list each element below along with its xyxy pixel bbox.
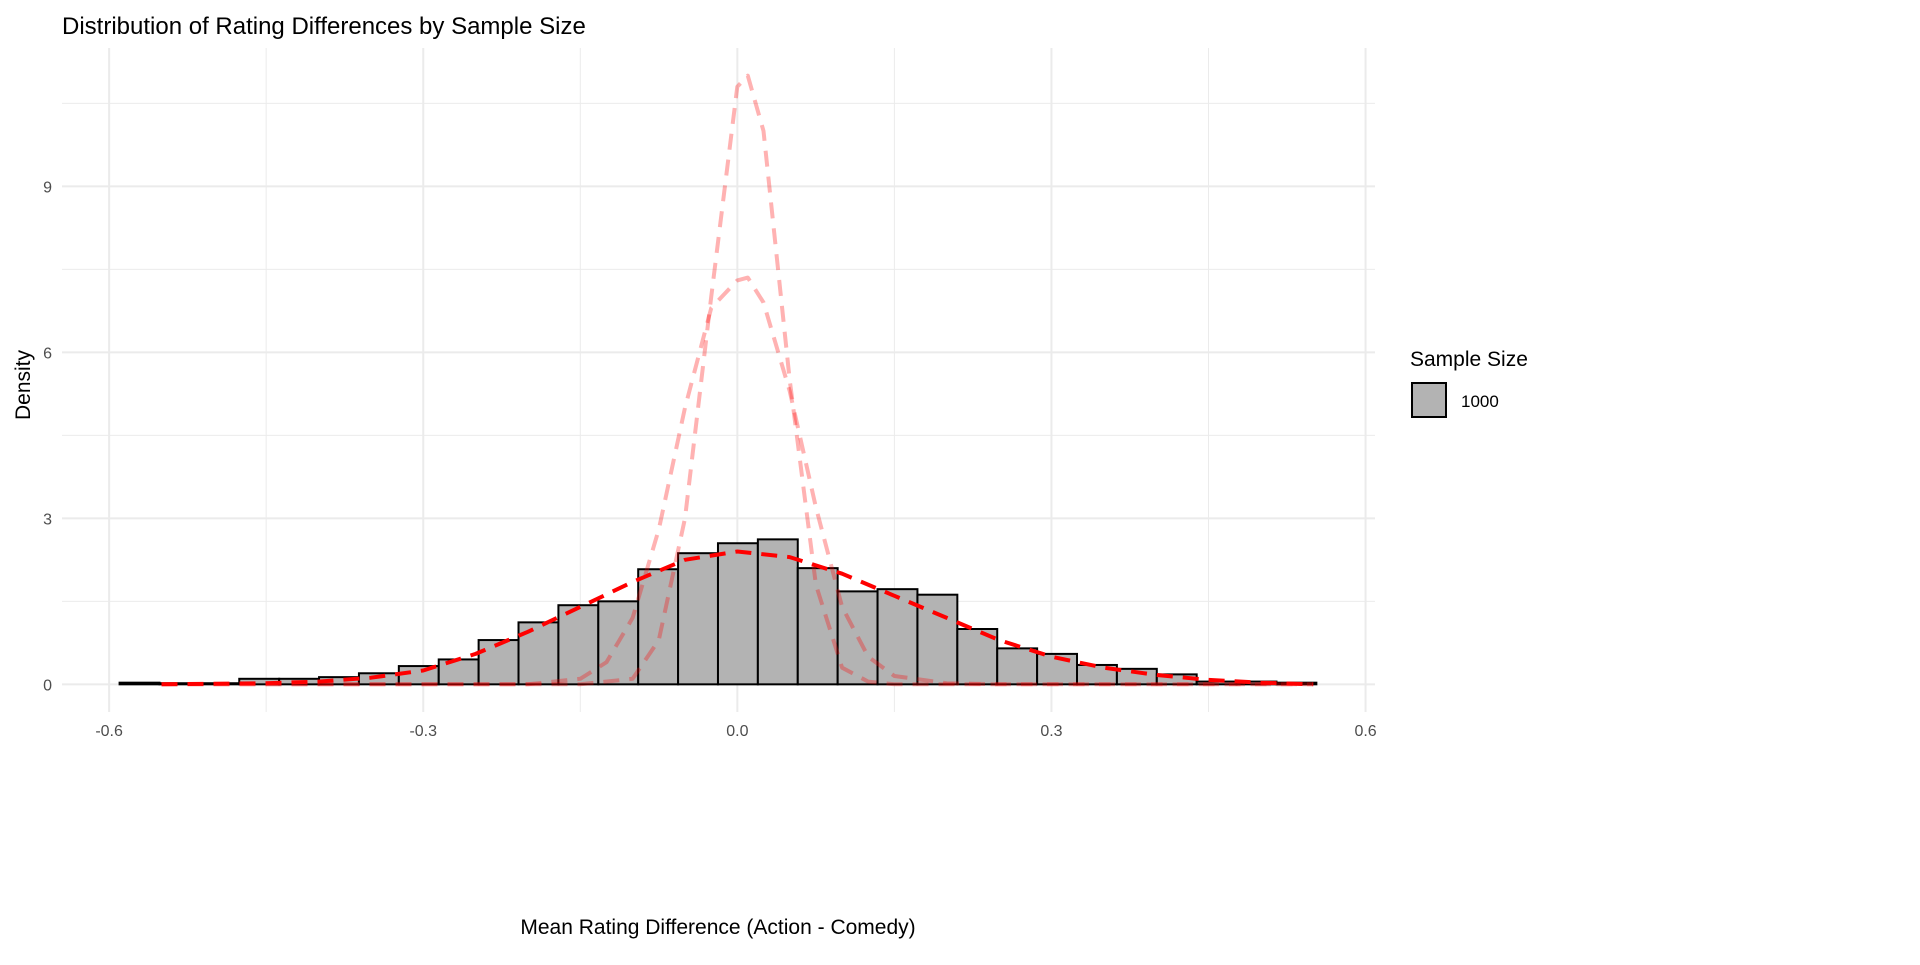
histogram-bar (876, 588, 919, 686)
histogram-bar (796, 567, 839, 686)
histogram-bar (756, 538, 799, 686)
histogram-bar (477, 639, 520, 686)
y-axis-ticks: 0 3 6 9 (43, 179, 52, 694)
histogram-bar (437, 658, 480, 686)
density-curve (161, 275, 1314, 687)
y-tick-label: 0 (43, 677, 52, 694)
histogram-bar (716, 542, 759, 686)
histogram-bar (557, 604, 600, 686)
legend-key (1411, 382, 1447, 418)
density-curves (161, 73, 1314, 687)
legend-title: Sample Size (1410, 348, 1528, 371)
histogram-bars (118, 538, 1318, 686)
histogram-bar (118, 681, 161, 686)
x-tick-label: -0.3 (409, 723, 437, 740)
x-axis-ticks: -0.6 -0.3 0.0 0.3 0.6 (95, 723, 1376, 740)
density-curve (161, 549, 1314, 687)
y-tick-label: 9 (43, 179, 52, 196)
x-tick-label: 0.3 (1040, 723, 1062, 740)
histogram-bar (916, 593, 959, 686)
histogram-bar (836, 590, 879, 686)
y-axis-label: Density (12, 349, 35, 420)
x-tick-label: 0.6 (1354, 723, 1376, 740)
chart-title: Distribution of Rating Differences by Sa… (62, 13, 586, 40)
y-tick-label: 6 (43, 345, 52, 362)
histogram-bar (677, 552, 719, 686)
legend-entry: 1000 (1461, 392, 1499, 411)
histogram-bar (996, 647, 1039, 686)
x-axis-label: Mean Rating Difference (Action - Comedy) (520, 916, 915, 939)
density-curve (161, 73, 1314, 687)
x-tick-label: 0.0 (726, 723, 748, 740)
y-tick-label: 3 (43, 511, 52, 528)
legend: Sample Size 1000 (1410, 348, 1528, 418)
x-tick-label: -0.6 (95, 723, 123, 740)
